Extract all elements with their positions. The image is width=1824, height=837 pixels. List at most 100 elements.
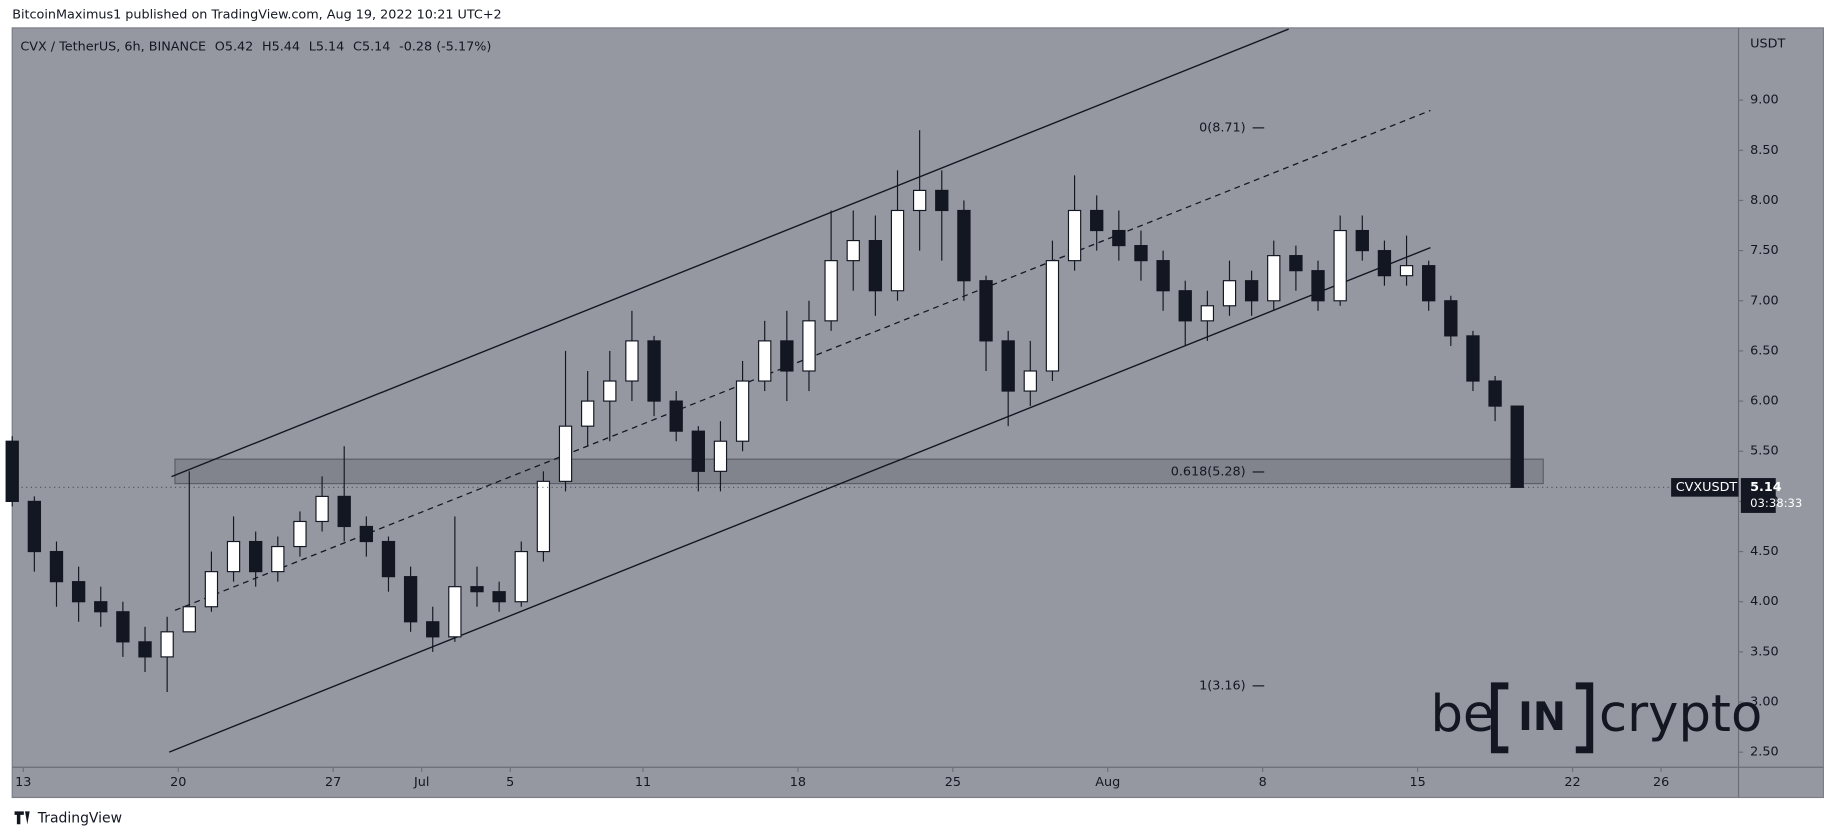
y-tick-label: 6.00 [1750,394,1778,409]
candle-body [94,601,108,613]
candle-body [1422,265,1436,302]
y-tick-label: 8.50 [1750,143,1778,158]
candle-body [846,239,860,262]
legend-label: H [262,39,272,54]
candle-body [1045,260,1060,372]
candle-body [293,520,307,548]
candle-body [1488,380,1502,407]
x-tick-label: 13 [15,775,31,790]
candle-body [957,209,971,282]
channel-middle [174,109,1431,611]
candle-body [71,581,86,603]
candle-body [1134,245,1148,262]
candle-body [5,440,19,502]
x-tick-label: 26 [1653,775,1669,790]
candle-body [160,631,174,658]
bracket [1490,682,1509,754]
legend-value: 5.44 [272,39,300,54]
y-tick-label: 4.00 [1750,594,1778,609]
candle-body [1244,280,1259,302]
candle-body [912,189,927,212]
candle-body [1289,255,1303,272]
y-tick-label: 6.50 [1750,343,1778,358]
candle-body [669,400,683,432]
drawings: 0(8.71) 0.618(5.28) 1(3.16) [168,28,1544,753]
y-tick-label: 2.50 [1750,745,1778,760]
price-tag-symbol-bg [1671,478,1739,497]
candle-body [1067,209,1082,262]
candle-body [1355,229,1369,252]
candle-body [1178,290,1192,322]
legend-change: -0.28 (-5.17%) [399,39,491,54]
footer-icon [14,811,30,825]
candle-body [603,380,617,402]
candle-body [802,320,816,372]
candle-body [868,239,883,292]
candle-body [1399,265,1414,277]
chart-background [11,27,1824,799]
legend-label: C [353,39,362,54]
candle-body [979,280,993,342]
x-tick-label: 27 [325,775,341,790]
candle-body [1156,260,1170,292]
candle-body [1001,340,1015,392]
candle-body [580,400,595,427]
footer-logo: TradingView [37,810,122,826]
candle-body [226,540,241,573]
candle-body [558,425,573,482]
x-tick-label: 20 [170,775,186,790]
candle-body [403,576,418,623]
watermark-text: crypto [1599,685,1762,744]
candle-body [514,550,528,603]
candle-body [1466,335,1480,382]
candle-body [625,340,639,382]
candle-body [249,540,263,573]
candle-body [1267,255,1281,302]
y-tick-label: 3.50 [1750,644,1778,659]
candle-body [426,621,440,638]
candle-body [492,591,506,603]
candle-body [448,586,462,638]
candle-body [1090,209,1104,232]
candle-body [359,525,374,543]
candle-body [49,550,64,583]
candle-body [935,189,949,212]
candle-body [1444,300,1458,337]
candle-body [1311,270,1325,302]
candle-body [758,340,772,382]
candle-body [691,430,705,472]
x-tick-label: 11 [635,775,651,790]
legend-label: O [215,39,225,54]
candle-body [890,209,905,292]
channel-lower [168,246,1431,753]
candle-body [182,606,196,633]
candle-body [470,586,484,593]
fib-label: 0.618(5.28) [1171,464,1246,479]
y-tick-label: 4.50 [1750,544,1778,559]
price-axis-unit: USDT [1750,37,1785,52]
x-tick-label: 5 [506,775,514,790]
candle-body [116,611,130,643]
x-tick-label: 18 [790,775,806,790]
x-tick-label: 8 [1259,775,1267,790]
candle-body [27,500,42,553]
candle-body [1112,229,1126,247]
candle-body [204,571,219,608]
support-zone [174,458,1544,485]
watermark-text: IN [1518,694,1566,740]
price-tag-value: 5.14 [1750,480,1782,495]
x-tick-label: 15 [1409,775,1425,790]
candle-body [271,545,285,573]
candle-body [1222,280,1237,307]
candle-body [536,480,551,553]
y-tick-label: 7.00 [1750,293,1778,308]
bracket [1575,682,1594,754]
fib-label: 0(8.71) [1199,120,1246,135]
watermark: be IN crypto [1430,682,1762,754]
y-tick-label: 5.50 [1750,444,1778,459]
candles [5,130,1524,693]
legend-symbol: CVX / TetherUS, 6h, BINANCE [20,39,206,54]
candle-body [647,340,661,402]
